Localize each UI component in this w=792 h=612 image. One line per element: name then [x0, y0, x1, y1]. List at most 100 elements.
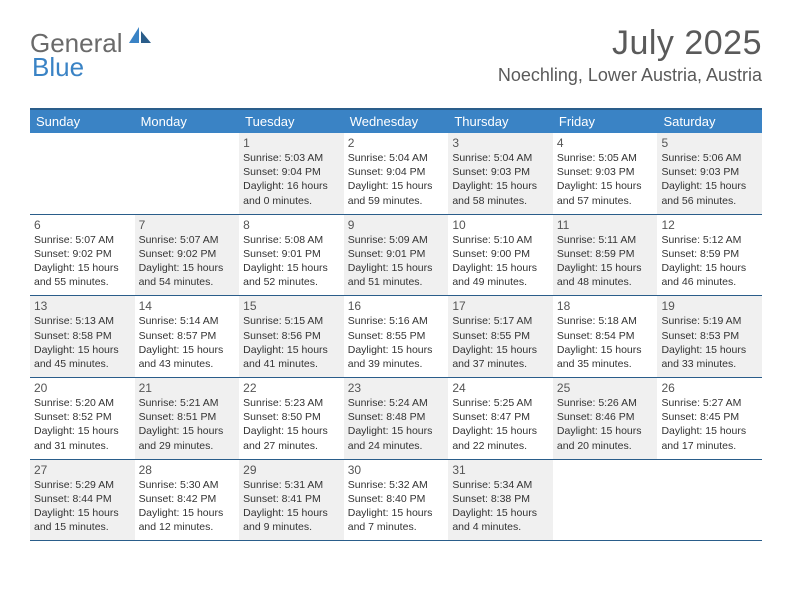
- daylight-text: Daylight: 15 hours and 39 minutes.: [348, 343, 445, 371]
- sunset-text: Sunset: 8:55 PM: [452, 329, 549, 343]
- sunset-text: Sunset: 8:55 PM: [348, 329, 445, 343]
- daylight-text: Daylight: 15 hours and 33 minutes.: [661, 343, 758, 371]
- sunset-text: Sunset: 8:51 PM: [139, 410, 236, 424]
- daylight-text: Daylight: 15 hours and 27 minutes.: [243, 424, 340, 452]
- sunrise-text: Sunrise: 5:31 AM: [243, 478, 340, 492]
- empty-cell: [553, 460, 658, 541]
- day-number: 5: [661, 136, 758, 150]
- day-number: 12: [661, 218, 758, 232]
- day-number: 4: [557, 136, 654, 150]
- day-cell: 19Sunrise: 5:19 AMSunset: 8:53 PMDayligh…: [657, 296, 762, 377]
- sunrise-text: Sunrise: 5:26 AM: [557, 396, 654, 410]
- sunset-text: Sunset: 8:57 PM: [139, 329, 236, 343]
- empty-cell: [30, 133, 135, 214]
- sunrise-text: Sunrise: 5:08 AM: [243, 233, 340, 247]
- sunset-text: Sunset: 8:53 PM: [661, 329, 758, 343]
- empty-cell: [135, 133, 240, 214]
- daylight-text: Daylight: 15 hours and 20 minutes.: [557, 424, 654, 452]
- day-header: Monday: [135, 110, 240, 133]
- week-row: 6Sunrise: 5:07 AMSunset: 9:02 PMDaylight…: [30, 215, 762, 297]
- day-info: Sunrise: 5:04 AMSunset: 9:03 PMDaylight:…: [452, 151, 549, 208]
- sunset-text: Sunset: 8:40 PM: [348, 492, 445, 506]
- sunset-text: Sunset: 9:04 PM: [348, 165, 445, 179]
- sunrise-text: Sunrise: 5:18 AM: [557, 314, 654, 328]
- day-number: 11: [557, 218, 654, 232]
- day-number: 15: [243, 299, 340, 313]
- day-info: Sunrise: 5:13 AMSunset: 8:58 PMDaylight:…: [34, 314, 131, 371]
- daylight-text: Daylight: 16 hours and 0 minutes.: [243, 179, 340, 207]
- day-number: 21: [139, 381, 236, 395]
- day-number: 23: [348, 381, 445, 395]
- day-number: 28: [139, 463, 236, 477]
- sunset-text: Sunset: 8:54 PM: [557, 329, 654, 343]
- day-number: 24: [452, 381, 549, 395]
- sunset-text: Sunset: 8:50 PM: [243, 410, 340, 424]
- day-info: Sunrise: 5:25 AMSunset: 8:47 PMDaylight:…: [452, 396, 549, 453]
- sunrise-text: Sunrise: 5:21 AM: [139, 396, 236, 410]
- sunset-text: Sunset: 8:45 PM: [661, 410, 758, 424]
- day-info: Sunrise: 5:10 AMSunset: 9:00 PMDaylight:…: [452, 233, 549, 290]
- daylight-text: Daylight: 15 hours and 46 minutes.: [661, 261, 758, 289]
- day-number: 9: [348, 218, 445, 232]
- day-number: 17: [452, 299, 549, 313]
- day-number: 3: [452, 136, 549, 150]
- logo: General Blue: [30, 28, 153, 59]
- day-headers-row: SundayMondayTuesdayWednesdayThursdayFrid…: [30, 110, 762, 133]
- sunset-text: Sunset: 8:42 PM: [139, 492, 236, 506]
- day-cell: 25Sunrise: 5:26 AMSunset: 8:46 PMDayligh…: [553, 378, 658, 459]
- day-cell: 10Sunrise: 5:10 AMSunset: 9:00 PMDayligh…: [448, 215, 553, 296]
- sunset-text: Sunset: 8:59 PM: [661, 247, 758, 261]
- day-header: Tuesday: [239, 110, 344, 133]
- day-number: 29: [243, 463, 340, 477]
- daylight-text: Daylight: 15 hours and 59 minutes.: [348, 179, 445, 207]
- daylight-text: Daylight: 15 hours and 43 minutes.: [139, 343, 236, 371]
- day-header: Sunday: [30, 110, 135, 133]
- sunrise-text: Sunrise: 5:07 AM: [139, 233, 236, 247]
- day-info: Sunrise: 5:24 AMSunset: 8:48 PMDaylight:…: [348, 396, 445, 453]
- day-cell: 31Sunrise: 5:34 AMSunset: 8:38 PMDayligh…: [448, 460, 553, 541]
- day-header: Thursday: [448, 110, 553, 133]
- day-number: 20: [34, 381, 131, 395]
- day-number: 25: [557, 381, 654, 395]
- day-header: Friday: [553, 110, 658, 133]
- day-info: Sunrise: 5:31 AMSunset: 8:41 PMDaylight:…: [243, 478, 340, 535]
- sunrise-text: Sunrise: 5:09 AM: [348, 233, 445, 247]
- sunset-text: Sunset: 9:01 PM: [348, 247, 445, 261]
- day-info: Sunrise: 5:11 AMSunset: 8:59 PMDaylight:…: [557, 233, 654, 290]
- day-number: 1: [243, 136, 340, 150]
- logo-text-blue: Blue: [32, 52, 84, 83]
- daylight-text: Daylight: 15 hours and 31 minutes.: [34, 424, 131, 452]
- daylight-text: Daylight: 15 hours and 4 minutes.: [452, 506, 549, 534]
- sunrise-text: Sunrise: 5:13 AM: [34, 314, 131, 328]
- sunrise-text: Sunrise: 5:12 AM: [661, 233, 758, 247]
- day-cell: 11Sunrise: 5:11 AMSunset: 8:59 PMDayligh…: [553, 215, 658, 296]
- day-number: 16: [348, 299, 445, 313]
- daylight-text: Daylight: 15 hours and 12 minutes.: [139, 506, 236, 534]
- daylight-text: Daylight: 15 hours and 17 minutes.: [661, 424, 758, 452]
- day-number: 2: [348, 136, 445, 150]
- day-cell: 7Sunrise: 5:07 AMSunset: 9:02 PMDaylight…: [135, 215, 240, 296]
- month-title: July 2025: [498, 24, 762, 63]
- day-cell: 4Sunrise: 5:05 AMSunset: 9:03 PMDaylight…: [553, 133, 658, 214]
- daylight-text: Daylight: 15 hours and 56 minutes.: [661, 179, 758, 207]
- sunset-text: Sunset: 8:58 PM: [34, 329, 131, 343]
- sunset-text: Sunset: 9:04 PM: [243, 165, 340, 179]
- day-cell: 18Sunrise: 5:18 AMSunset: 8:54 PMDayligh…: [553, 296, 658, 377]
- daylight-text: Daylight: 15 hours and 45 minutes.: [34, 343, 131, 371]
- sunrise-text: Sunrise: 5:03 AM: [243, 151, 340, 165]
- daylight-text: Daylight: 15 hours and 55 minutes.: [34, 261, 131, 289]
- sunrise-text: Sunrise: 5:14 AM: [139, 314, 236, 328]
- sunset-text: Sunset: 9:01 PM: [243, 247, 340, 261]
- sunrise-text: Sunrise: 5:29 AM: [34, 478, 131, 492]
- daylight-text: Daylight: 15 hours and 22 minutes.: [452, 424, 549, 452]
- sunrise-text: Sunrise: 5:15 AM: [243, 314, 340, 328]
- day-cell: 3Sunrise: 5:04 AMSunset: 9:03 PMDaylight…: [448, 133, 553, 214]
- day-cell: 9Sunrise: 5:09 AMSunset: 9:01 PMDaylight…: [344, 215, 449, 296]
- sunrise-text: Sunrise: 5:17 AM: [452, 314, 549, 328]
- daylight-text: Daylight: 15 hours and 24 minutes.: [348, 424, 445, 452]
- sunset-text: Sunset: 9:03 PM: [661, 165, 758, 179]
- day-number: 19: [661, 299, 758, 313]
- day-info: Sunrise: 5:12 AMSunset: 8:59 PMDaylight:…: [661, 233, 758, 290]
- sunset-text: Sunset: 8:44 PM: [34, 492, 131, 506]
- header-right: July 2025 Noechling, Lower Austria, Aust…: [498, 24, 762, 86]
